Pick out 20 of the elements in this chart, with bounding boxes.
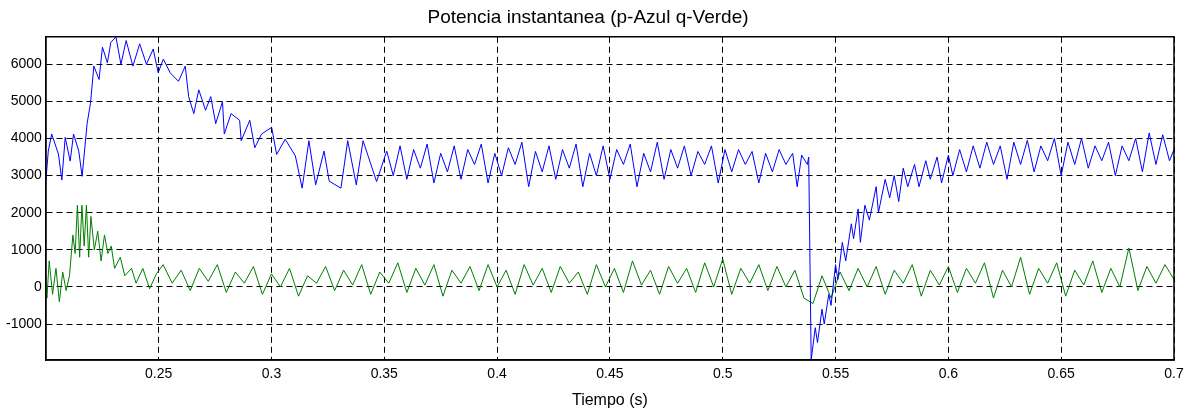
- y-tick-label: 1000: [10, 240, 43, 257]
- x-tick-label: 0.3: [261, 365, 282, 382]
- x-tick-label: 0.5: [712, 365, 733, 382]
- x-axis-title: Tiempo (s): [571, 390, 648, 408]
- y-tick-label: 4000: [10, 129, 43, 146]
- chart-title: Potencia instantanea (p-Azul q-Verde): [427, 5, 749, 27]
- x-tick-label: 0.35: [370, 365, 399, 382]
- y-tick-label: 3000: [10, 166, 43, 183]
- y-tick-label: 2000: [10, 203, 43, 220]
- x-tick-label: 0.7: [1164, 365, 1184, 382]
- y-tick-label: 0: [34, 277, 43, 294]
- x-tick-label: 0.65: [1047, 365, 1076, 382]
- x-tick-label: 0.55: [821, 365, 850, 382]
- x-tick-label: 0.6: [938, 365, 959, 382]
- y-tick-label: 5000: [10, 92, 43, 109]
- x-tick-label: 0.4: [487, 365, 508, 382]
- x-tick-label: 0.45: [596, 365, 624, 382]
- y-tick-label: -1000: [5, 314, 43, 331]
- y-tick-label: 6000: [10, 55, 43, 72]
- x-tick-label: 0.25: [145, 365, 173, 382]
